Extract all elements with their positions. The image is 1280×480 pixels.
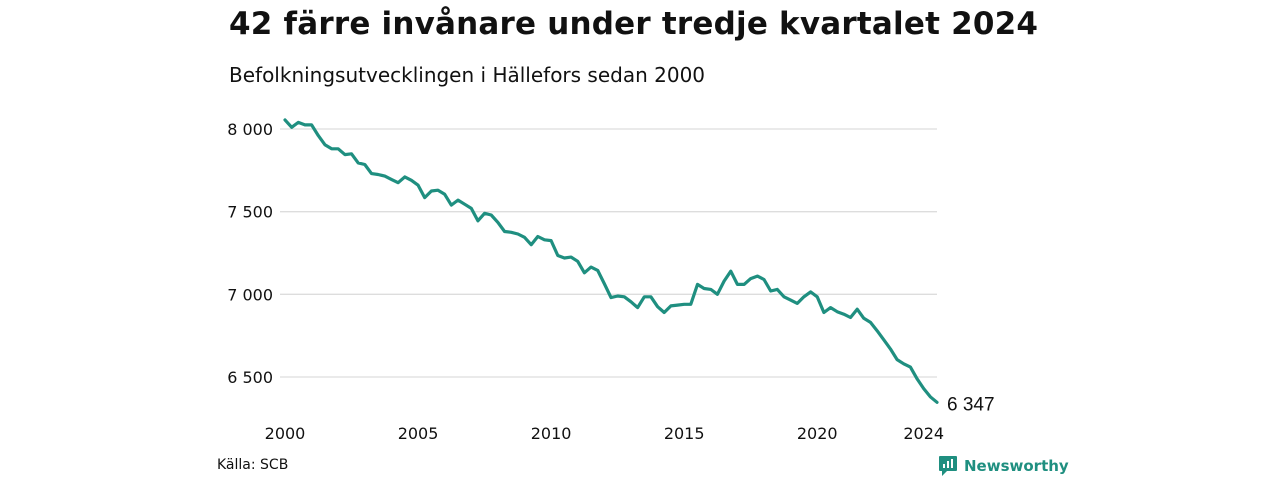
x-tick-label: 2015	[664, 424, 705, 443]
y-tick-label: 6 500	[227, 368, 273, 387]
x-axis-tick-labels: 2000 2005 2010 2015 2020 2024	[265, 424, 944, 443]
y-tick-label: 8 000	[227, 120, 273, 139]
x-tick-label: 2010	[531, 424, 572, 443]
x-tick-label: 2000	[265, 424, 306, 443]
source-note: Källa: SCB	[217, 457, 289, 473]
gridlines	[280, 128, 937, 378]
newsworthy-logo-text: Newsworthy	[964, 457, 1069, 475]
chart-subtitle: Befolkningsutvecklingen i Hällefors seda…	[229, 63, 706, 87]
y-tick-label: 7 000	[227, 285, 273, 304]
x-tick-label: 2005	[398, 424, 439, 443]
y-axis-tick-labels: 8 000 7 500 7 000 6 500	[227, 120, 273, 387]
series-line-population	[283, 118, 939, 404]
end-value-label: 6 347	[947, 394, 995, 415]
x-tick-label: 2024	[903, 424, 944, 443]
y-tick-label: 7 500	[227, 203, 273, 222]
newsworthy-logo: Newsworthy	[938, 455, 1069, 477]
chart-title: 42 färre invånare under tredje kvartalet…	[229, 6, 1039, 42]
newsworthy-logo-icon	[939, 456, 957, 476]
x-tick-label: 2020	[797, 424, 838, 443]
